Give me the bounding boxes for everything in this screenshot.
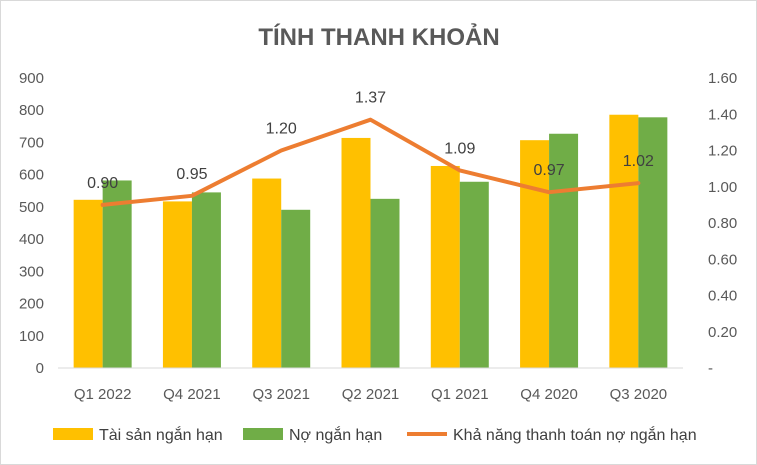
x-tick-label: Q3 2020: [610, 386, 668, 403]
right-tick-label: 0.20: [708, 324, 737, 341]
bar-no-2: [281, 209, 311, 368]
left-tick-label: 500: [19, 199, 44, 216]
left-axis: 0 100 200 300 400 500 600 700 800 900: [19, 70, 44, 377]
bar-tai-san-3: [341, 137, 371, 368]
left-tick-label: 800: [19, 102, 44, 119]
x-tick-label: Q3 2021: [252, 386, 310, 403]
legend: Tài sản ngắn hạn Nợ ngắn hạn Khả năng than…: [53, 425, 697, 444]
legend-label-0: Tài sản ngắn hạn: [99, 425, 223, 444]
bar-tai-san-6: [609, 114, 639, 368]
bar-tai-san-2: [252, 178, 282, 368]
x-axis: Q1 2022 Q4 2021 Q3 2021 Q2 2021 Q1 2021 Q4 20…: [74, 386, 667, 403]
left-tick-label: 700: [19, 134, 44, 151]
bar-no-1: [191, 192, 221, 368]
line-data-label: 0.97: [534, 162, 565, 179]
legend-label-2: Khả năng thanh toán nợ ngắn hạn: [453, 425, 697, 444]
legend-swatch-0: [53, 428, 93, 440]
bars-layer: [73, 114, 668, 368]
right-tick-label: 1.60: [708, 70, 737, 87]
right-tick-label: 1.40: [708, 106, 737, 123]
x-tick-label: Q1 2021: [431, 386, 489, 403]
bar-tai-san-0: [73, 199, 103, 368]
line-data-label: 1.37: [355, 90, 386, 107]
bar-tai-san-1: [162, 201, 192, 368]
x-tick-label: Q4 2020: [520, 386, 578, 403]
right-tick-label: 0.80: [708, 215, 737, 232]
left-tick-label: 900: [19, 70, 44, 87]
right-tick-label: 0.40: [708, 288, 737, 305]
left-tick-label: 400: [19, 231, 44, 248]
right-axis: - 0.20 0.40 0.60 0.80 1.00 1.20 1.40 1.60: [708, 70, 737, 377]
line-data-label: 0.95: [176, 166, 207, 183]
x-tick-label: Q2 2021: [342, 386, 400, 403]
bar-no-0: [102, 180, 132, 368]
right-tick-label: 1.00: [708, 179, 737, 196]
line-data-label: 1.09: [444, 140, 475, 157]
right-tick-label: -: [708, 360, 713, 377]
line-data-label: 0.90: [87, 175, 118, 192]
left-tick-label: 300: [19, 263, 44, 280]
bar-no-4: [459, 181, 489, 368]
line-data-label: 1.02: [623, 153, 654, 170]
legend-swatch-1: [243, 428, 283, 440]
left-tick-label: 100: [19, 328, 44, 345]
left-tick-label: 600: [19, 167, 44, 184]
right-tick-label: 1.20: [708, 143, 737, 160]
left-tick-label: 200: [19, 296, 44, 313]
x-tick-label: Q4 2021: [163, 386, 221, 403]
legend-label-1: Nợ ngắn hạn: [289, 425, 382, 444]
bar-no-6: [638, 117, 668, 368]
bar-no-5: [549, 133, 579, 368]
x-tick-label: Q1 2022: [74, 386, 132, 403]
bar-no-3: [370, 198, 400, 368]
line-layer: 0.90 0.95 1.20 1.37 1.09 0.97 1.02: [87, 90, 654, 207]
right-tick-label: 0.60: [708, 251, 737, 268]
line-data-label: 1.20: [266, 121, 297, 138]
left-tick-label: 0: [36, 360, 44, 377]
line-kha-nang-thanh-toan: [100, 117, 641, 207]
bar-tai-san-5: [520, 140, 550, 368]
bar-tai-san-4: [430, 165, 460, 368]
chart-title: TÍNH THANH KHOẢN: [258, 22, 499, 51]
